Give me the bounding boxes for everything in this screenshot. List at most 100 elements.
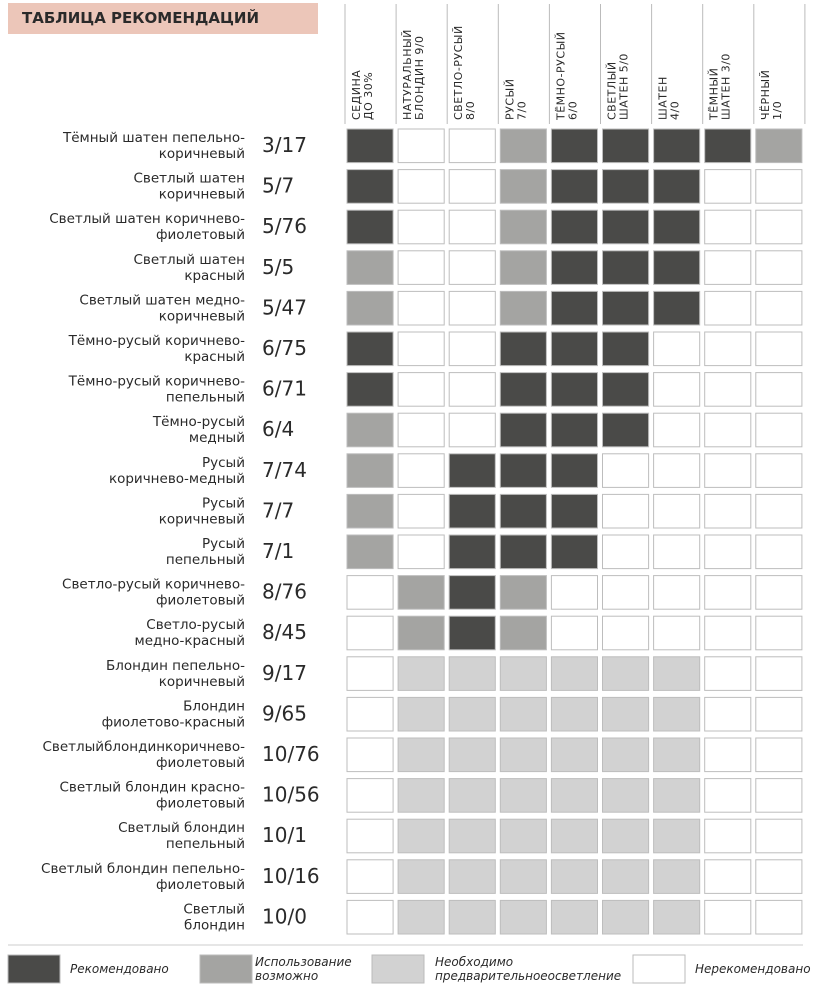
cell — [704, 209, 752, 245]
row-code: 7/1 — [262, 539, 294, 563]
cell — [448, 737, 496, 773]
row-code: 3/17 — [262, 133, 307, 157]
cell — [397, 412, 445, 448]
row-name: Светлый блондин пепельно- — [41, 861, 245, 877]
cell — [550, 575, 599, 610]
cell — [346, 656, 394, 691]
cell — [704, 412, 752, 448]
cell — [755, 899, 803, 935]
row-code: 9/17 — [262, 661, 307, 685]
cell — [755, 169, 803, 204]
cell — [346, 615, 394, 651]
column-header: ШАТЕН 3/0 — [720, 53, 733, 120]
row-name: Светлый блондин красно- — [59, 780, 245, 796]
column-header: 8/0 — [464, 101, 477, 120]
row-code: 5/76 — [262, 214, 307, 238]
cell — [653, 290, 701, 326]
cell — [755, 128, 803, 164]
cell — [653, 372, 701, 407]
cell — [448, 493, 496, 529]
column-header: 7/0 — [515, 101, 528, 120]
row-name: Блондин пепельно- — [106, 658, 245, 674]
cell — [397, 331, 445, 367]
cell — [550, 372, 599, 407]
row-code: 10/1 — [262, 823, 307, 847]
row-name: пепельный — [166, 552, 245, 568]
row-name: Светлый шатен коричнево- — [49, 211, 245, 227]
cell — [397, 209, 445, 245]
row-name: Светло-русый — [146, 617, 245, 633]
cell — [550, 209, 599, 245]
cell — [448, 331, 496, 367]
cell — [448, 372, 496, 407]
row-code: 10/56 — [262, 783, 320, 807]
cell — [755, 372, 803, 407]
column-header: ТЁМНЫЙ — [708, 68, 721, 121]
cell — [499, 412, 547, 448]
cell — [755, 859, 803, 894]
cell — [550, 818, 599, 854]
cell — [448, 656, 496, 691]
cell — [397, 737, 445, 773]
cell — [499, 169, 547, 204]
cell — [448, 696, 496, 732]
column-header: СВЕТЛЫЙ — [606, 61, 619, 120]
row-code: 5/7 — [262, 174, 294, 198]
cell — [397, 290, 445, 326]
cell — [346, 331, 394, 367]
cell — [704, 331, 752, 367]
cell — [755, 209, 803, 245]
cell — [550, 412, 599, 448]
cell — [704, 169, 752, 204]
cell — [653, 737, 701, 773]
cell — [653, 818, 701, 854]
cell — [346, 372, 394, 407]
row-code: 9/65 — [262, 701, 307, 725]
row-name: Светлый блондин — [118, 820, 245, 836]
cell — [448, 778, 496, 813]
cell — [346, 128, 394, 164]
cell — [550, 696, 599, 732]
cell — [499, 778, 547, 813]
row-name: красный — [184, 349, 245, 365]
cell — [704, 534, 752, 570]
row-name: красный — [184, 268, 245, 284]
cell — [448, 534, 496, 570]
cell — [602, 737, 650, 773]
cell — [602, 128, 650, 164]
cell — [602, 575, 650, 610]
cell — [704, 290, 752, 326]
cell — [550, 453, 599, 488]
cell — [448, 899, 496, 935]
row-code: 8/45 — [262, 620, 307, 644]
cell — [499, 737, 547, 773]
cell — [499, 859, 547, 894]
cell — [397, 453, 445, 488]
column-header: ШАТЕН — [657, 76, 670, 120]
row-name: фиолетово-красный — [102, 714, 245, 730]
cell — [755, 412, 803, 448]
cell — [602, 209, 650, 245]
row-name: коричневый — [159, 511, 245, 527]
cell — [550, 859, 599, 894]
cell — [653, 534, 701, 570]
row-name: Тёмно-русый коричнево- — [68, 374, 245, 390]
cell — [550, 493, 599, 529]
cell — [602, 331, 650, 367]
cell — [653, 656, 701, 691]
cell — [653, 453, 701, 488]
cell — [704, 250, 752, 285]
cell — [704, 778, 752, 813]
row-name: коричнево-медный — [109, 471, 245, 487]
cell — [346, 290, 394, 326]
cell — [755, 656, 803, 691]
row-name: Светло-русый коричнево- — [62, 577, 245, 593]
cell — [602, 899, 650, 935]
cell — [499, 818, 547, 854]
cell — [397, 534, 445, 570]
row-code: 6/75 — [262, 336, 307, 360]
row-name: Светлый шатен — [133, 252, 245, 268]
cell — [755, 778, 803, 813]
column-header: ТЁМНО-РУСЫЙ — [554, 31, 567, 121]
